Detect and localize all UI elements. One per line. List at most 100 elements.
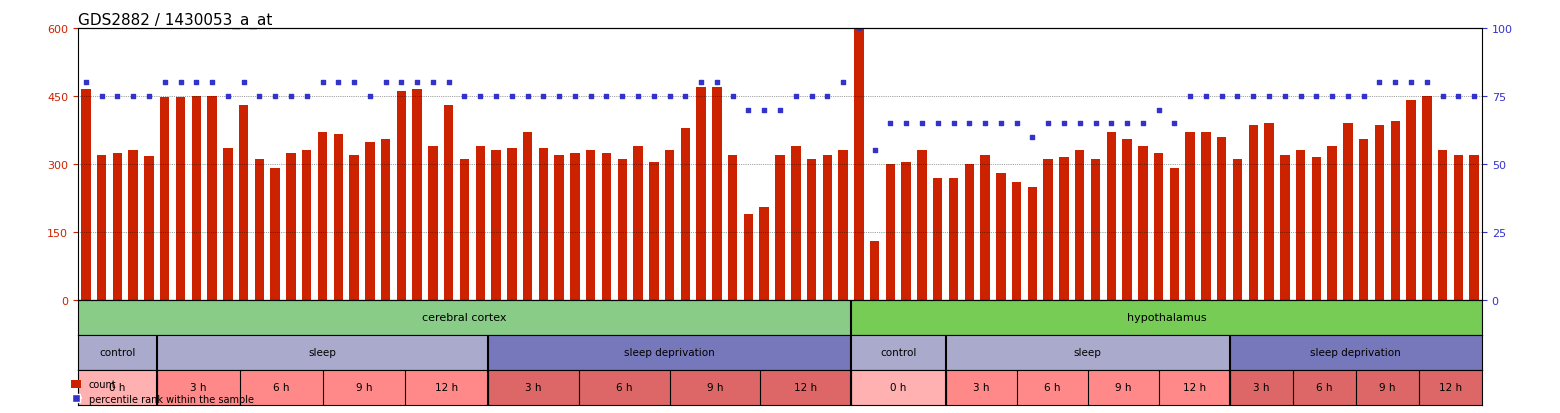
Point xyxy=(1367,80,1392,86)
Bar xyxy=(852,370,945,405)
Point xyxy=(814,93,839,100)
Bar xyxy=(744,214,753,300)
Text: 9 h: 9 h xyxy=(356,382,373,392)
Point xyxy=(752,107,777,114)
Bar xyxy=(1090,160,1100,300)
Bar xyxy=(1406,101,1416,300)
Bar xyxy=(488,370,579,405)
Point xyxy=(1209,93,1234,100)
Bar xyxy=(412,90,421,300)
Bar xyxy=(1438,151,1448,300)
Point xyxy=(404,80,429,86)
Point xyxy=(215,93,240,100)
Bar xyxy=(334,135,343,300)
Bar xyxy=(254,160,264,300)
Point xyxy=(357,93,382,100)
Point xyxy=(1351,93,1376,100)
Bar xyxy=(128,151,137,300)
Point xyxy=(153,80,178,86)
Bar xyxy=(948,178,958,300)
Text: 3 h: 3 h xyxy=(1253,382,1270,392)
Bar xyxy=(1390,121,1399,300)
Point xyxy=(768,107,792,114)
Text: 9 h: 9 h xyxy=(707,382,724,392)
Bar xyxy=(476,147,485,300)
Bar xyxy=(838,151,847,300)
Point xyxy=(1431,93,1455,100)
Bar xyxy=(729,155,738,300)
Point xyxy=(1415,80,1440,86)
Bar xyxy=(1075,151,1084,300)
Bar xyxy=(1122,140,1133,300)
Bar xyxy=(144,157,154,300)
Bar xyxy=(964,164,973,300)
Point xyxy=(1335,93,1360,100)
Point xyxy=(847,26,872,32)
Bar xyxy=(1154,153,1164,300)
Bar xyxy=(945,335,1229,370)
Text: 9 h: 9 h xyxy=(1379,382,1396,392)
Bar xyxy=(1028,187,1037,300)
Point xyxy=(246,93,271,100)
Point xyxy=(452,93,477,100)
Text: 3 h: 3 h xyxy=(190,382,206,392)
Bar xyxy=(1059,158,1069,300)
Text: 6 h: 6 h xyxy=(1317,382,1332,392)
Text: sleep deprivation: sleep deprivation xyxy=(1310,347,1401,357)
Bar xyxy=(1170,169,1179,300)
Point xyxy=(262,93,287,100)
Text: 3 h: 3 h xyxy=(526,382,541,392)
Bar xyxy=(460,160,470,300)
Bar xyxy=(852,335,945,370)
Bar xyxy=(1281,155,1290,300)
Point xyxy=(326,80,351,86)
Bar xyxy=(775,155,785,300)
Bar xyxy=(1454,155,1463,300)
Point xyxy=(1051,121,1076,127)
Bar xyxy=(1217,138,1226,300)
Bar xyxy=(223,149,232,300)
Bar xyxy=(1374,126,1384,300)
Text: GDS2882 / 1430053_a_at: GDS2882 / 1430053_a_at xyxy=(78,13,273,29)
Point xyxy=(909,121,934,127)
Text: 12 h: 12 h xyxy=(435,382,459,392)
Text: 12 h: 12 h xyxy=(1438,382,1462,392)
Bar xyxy=(665,151,674,300)
Text: sleep: sleep xyxy=(1073,347,1101,357)
Point xyxy=(1304,93,1329,100)
Text: 6 h: 6 h xyxy=(273,382,289,392)
Point xyxy=(721,93,746,100)
Point xyxy=(799,93,824,100)
Point xyxy=(1193,93,1218,100)
Text: 12 h: 12 h xyxy=(794,382,817,392)
Bar xyxy=(760,370,852,405)
Bar xyxy=(270,169,279,300)
Bar xyxy=(886,164,895,300)
Bar xyxy=(633,147,643,300)
Bar xyxy=(1186,133,1195,300)
Point xyxy=(1320,93,1345,100)
Point xyxy=(894,121,919,127)
Bar xyxy=(760,207,769,300)
Point xyxy=(168,80,193,86)
Bar xyxy=(240,370,323,405)
Bar xyxy=(1139,147,1148,300)
Point xyxy=(1178,93,1203,100)
Bar xyxy=(1264,124,1275,300)
Bar xyxy=(997,173,1006,300)
Point xyxy=(610,93,635,100)
Bar xyxy=(1343,124,1353,300)
Legend: count, percentile rank within the sample: count, percentile rank within the sample xyxy=(67,375,257,408)
Text: cerebral cortex: cerebral cortex xyxy=(423,313,507,323)
Bar xyxy=(1106,133,1115,300)
Point xyxy=(594,93,619,100)
Bar xyxy=(602,153,612,300)
Bar xyxy=(649,162,658,300)
Bar xyxy=(365,143,374,300)
Point xyxy=(1020,134,1045,141)
Point xyxy=(657,93,682,100)
Bar xyxy=(158,335,488,370)
Point xyxy=(184,80,209,86)
Bar xyxy=(78,300,852,335)
Point xyxy=(878,121,903,127)
